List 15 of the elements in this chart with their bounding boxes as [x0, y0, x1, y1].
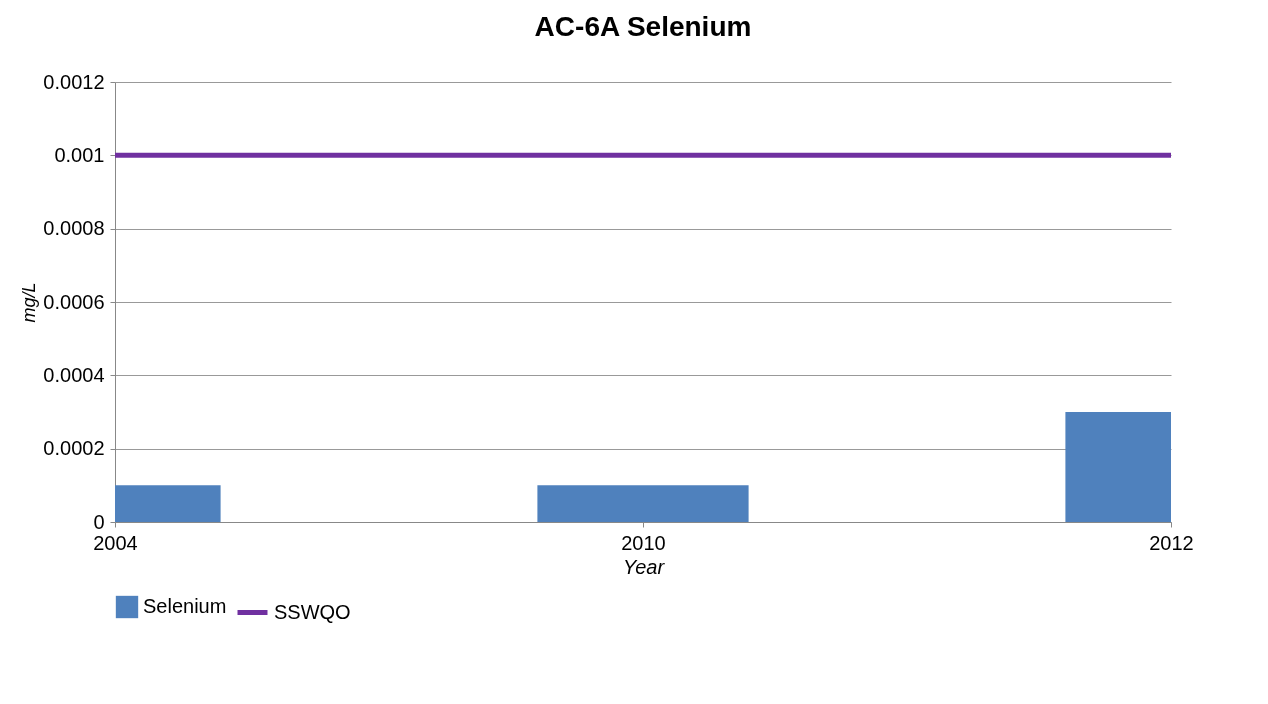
- y-tick-label: 0.0012: [43, 70, 105, 93]
- x-tick-label: 2010: [621, 531, 666, 554]
- y-axis-title: mg/L: [19, 282, 40, 323]
- x-axis-title: Year: [622, 555, 666, 578]
- y-tick-label: 0.001: [54, 143, 105, 166]
- y-tick-label: 0.0002: [43, 437, 105, 460]
- x-tick-label: 2004: [93, 531, 138, 554]
- legend-label: Selenium: [143, 595, 227, 617]
- y-tick-label: 0.0004: [43, 363, 105, 386]
- y-tick-label: 0.0008: [43, 217, 105, 240]
- x-tick-label: 2012: [1149, 531, 1194, 554]
- legend-label: SSWQO: [274, 600, 351, 623]
- y-tick-label: 0: [93, 510, 105, 533]
- y-tick-label: 0.0006: [43, 290, 105, 313]
- chart-title: AC-6A Selenium: [534, 11, 752, 42]
